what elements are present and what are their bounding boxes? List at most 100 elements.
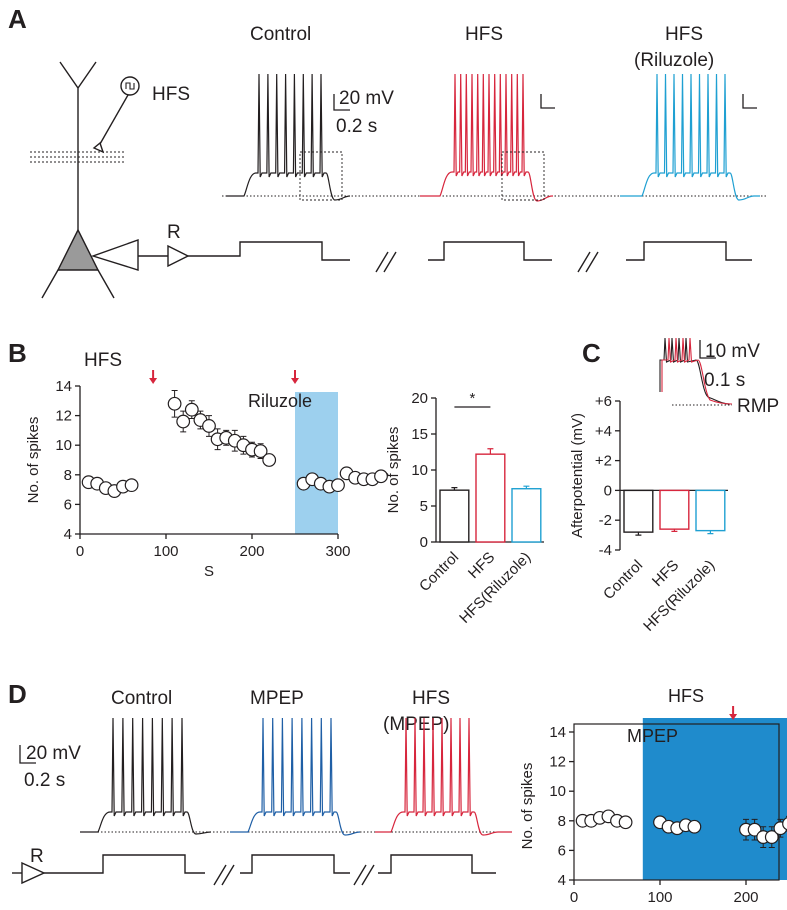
scale-time-c: 0.1 s xyxy=(704,370,745,391)
plot-frame xyxy=(573,723,780,881)
title-hfs-mpep-d2: (MPEP) xyxy=(383,714,450,735)
data-point xyxy=(202,419,216,433)
data-point xyxy=(782,817,787,831)
scale-voltage-c: 10 mV xyxy=(705,341,760,362)
y-tick-label: 10 xyxy=(55,437,72,454)
break-mark-d2 xyxy=(353,864,375,886)
break-mark-d1 xyxy=(213,864,235,886)
cell-body xyxy=(56,228,100,271)
y-tick-label: -4 xyxy=(599,542,612,559)
shade-label-riluzole: Riluzole xyxy=(248,391,312,411)
hfs-label-d: HFS xyxy=(668,686,704,706)
y-tick-label: +6 xyxy=(595,393,612,410)
stim-electrode-head xyxy=(92,141,105,154)
trace-riluzole-a xyxy=(620,73,760,201)
hfs-stim-label: HFS xyxy=(152,84,190,105)
y-axis-title: Afterpotential (mV) xyxy=(569,413,586,538)
y-tick-label: 6 xyxy=(558,842,566,859)
shaded-region xyxy=(642,718,787,880)
pulse-icon xyxy=(125,82,135,90)
y-tick-label: 6 xyxy=(64,496,72,513)
bar xyxy=(511,488,542,543)
y-axis-title: No. of spikes xyxy=(25,417,42,504)
data-point xyxy=(374,469,388,484)
error-bar xyxy=(707,530,714,535)
bar xyxy=(475,453,506,543)
hfs-arrow-head xyxy=(729,714,738,720)
scale-bar-a xyxy=(333,94,350,111)
scale-bar-c xyxy=(699,340,716,359)
hfs-arrow-head xyxy=(149,378,158,384)
y-tick-label: 8 xyxy=(64,467,72,484)
title-control-d: Control xyxy=(111,688,172,709)
data-point xyxy=(167,396,182,411)
rmp-label: RMP xyxy=(737,396,779,417)
y-axis-title: No. of spikes xyxy=(385,427,402,514)
title-hfs-mpep-d1: HFS xyxy=(412,688,450,709)
panel-c: C 10 mV 0.1 s RMP -4 -2 0 +2 +4 +6 Afterpotent… xyxy=(569,337,779,635)
panel-d: D Control MPEP HFS (MPEP) 20 mV 0.2 s R … xyxy=(8,679,787,910)
trace-control-d xyxy=(80,717,212,835)
x-tick-label: 100 xyxy=(647,889,672,906)
y-axis-title: No. of spikes xyxy=(519,763,536,850)
bar xyxy=(659,489,690,530)
error-bar xyxy=(523,485,530,489)
recording-pipette xyxy=(90,239,139,271)
bar xyxy=(439,489,470,543)
hfs-label-b: HFS xyxy=(84,350,122,371)
data-point xyxy=(124,478,139,493)
trace-hfs-mpep-d xyxy=(375,717,512,836)
stim-electrode-wire xyxy=(99,94,129,145)
panel-letter-d: D xyxy=(8,679,27,709)
panel-letter-c: C xyxy=(582,338,601,368)
basal-dendrites xyxy=(41,269,115,299)
data-point xyxy=(618,815,633,830)
x-tick-label: 200 xyxy=(733,889,758,906)
scale-bar-a-riluzole xyxy=(742,94,757,109)
chart-b-timecourse: 4 6 8 10 12 14 0 100 200 300 S No. of spikes xyxy=(25,370,388,580)
data-point xyxy=(331,478,345,493)
y-tick-label: 20 xyxy=(411,390,428,407)
x-tick-label: 300 xyxy=(325,543,350,560)
y-tick-label: 10 xyxy=(549,783,566,800)
step-command-d2 xyxy=(240,854,350,874)
y-tick-label: 8 xyxy=(558,813,566,830)
panel-a: A HFS R Control HFS HFS (Riluzole) xyxy=(8,4,767,299)
error-bar xyxy=(671,529,678,532)
error-bar xyxy=(451,487,458,491)
y-tick-label: 12 xyxy=(55,408,72,425)
zoom-box-control xyxy=(299,151,343,201)
scale-voltage-a: 20 mV xyxy=(339,88,394,109)
error-bar xyxy=(635,532,642,536)
step-command-d3 xyxy=(378,854,496,874)
category-label: Control xyxy=(416,549,462,595)
scale-time-d: 0.2 s xyxy=(24,770,65,791)
x-tick-label: 200 xyxy=(239,543,264,560)
y-tick-label: 4 xyxy=(558,872,566,889)
y-tick-label: 0 xyxy=(420,534,428,551)
hfs-arrow-head xyxy=(291,378,299,384)
trace-mpep-d xyxy=(230,717,361,836)
step-command-d1 xyxy=(44,854,205,874)
scale-bar-a-hfs xyxy=(540,94,555,109)
break-mark-a1 xyxy=(375,251,397,273)
title-hfs-a: HFS xyxy=(465,24,503,45)
data-point xyxy=(262,453,277,467)
amplifier-icon-d xyxy=(21,861,46,885)
afterpotential-trace-control xyxy=(659,337,731,405)
data-point xyxy=(176,414,191,429)
title-hfs-riluzole-a2: (Riluzole) xyxy=(634,50,714,71)
scale-voltage-d: 20 mV xyxy=(26,743,81,764)
title-mpep-d: MPEP xyxy=(250,688,304,709)
y-tick-label: 12 xyxy=(549,754,566,771)
zoom-box-hfs xyxy=(501,151,545,201)
x-tick-label: 0 xyxy=(76,543,84,560)
y-tick-label: +2 xyxy=(595,453,612,470)
bar xyxy=(623,489,654,533)
data-point xyxy=(184,402,199,417)
step-command-a1 xyxy=(188,241,350,261)
y-tick-label: 0 xyxy=(604,482,612,499)
